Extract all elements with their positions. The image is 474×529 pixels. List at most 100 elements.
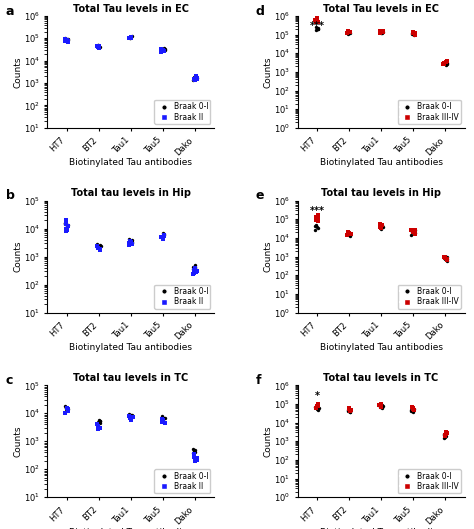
Point	[313, 14, 321, 22]
Point	[62, 403, 69, 412]
Point	[191, 75, 199, 84]
Point	[190, 444, 197, 453]
Point	[192, 72, 200, 80]
Point	[62, 224, 70, 233]
Point	[344, 231, 351, 240]
Point	[312, 214, 319, 222]
Point	[346, 407, 354, 415]
Point	[378, 401, 386, 409]
Point	[128, 238, 136, 246]
Point	[190, 76, 197, 84]
Point	[97, 424, 104, 432]
Point	[344, 28, 351, 36]
Point	[443, 254, 451, 263]
Point	[64, 222, 72, 231]
Point	[409, 29, 416, 38]
Y-axis label: Counts: Counts	[264, 56, 273, 88]
Point	[410, 406, 418, 415]
Point	[125, 409, 133, 418]
Title: Total tau levels in TC: Total tau levels in TC	[323, 373, 439, 383]
Point	[93, 42, 101, 51]
Point	[158, 233, 166, 242]
Point	[192, 266, 200, 275]
Point	[157, 48, 165, 56]
Point	[344, 29, 352, 37]
Point	[443, 253, 450, 262]
Point	[344, 28, 352, 37]
Point	[378, 221, 386, 230]
Point	[376, 29, 383, 37]
Point	[94, 425, 101, 433]
Point	[63, 223, 71, 232]
Point	[95, 41, 103, 50]
Point	[439, 59, 447, 68]
Point	[126, 235, 133, 244]
Point	[311, 403, 319, 412]
Point	[95, 43, 103, 52]
Point	[378, 28, 385, 36]
Point	[64, 35, 71, 44]
Point	[191, 446, 198, 455]
Point	[127, 411, 135, 419]
Point	[377, 403, 384, 411]
Point	[346, 230, 354, 239]
Point	[126, 33, 134, 42]
X-axis label: Biotinylated Tau antibodies: Biotinylated Tau antibodies	[319, 158, 443, 167]
Point	[312, 23, 319, 32]
Title: Total tau levels in Hip: Total tau levels in Hip	[71, 188, 191, 198]
Point	[411, 229, 419, 237]
Text: a: a	[6, 5, 14, 17]
Point	[157, 47, 165, 55]
Point	[443, 59, 451, 67]
Point	[409, 28, 416, 37]
Point	[193, 267, 201, 275]
Point	[441, 254, 448, 262]
Point	[345, 405, 353, 413]
Point	[63, 37, 70, 45]
Point	[62, 219, 69, 227]
Point	[159, 416, 167, 424]
Point	[190, 72, 198, 81]
Point	[93, 242, 100, 251]
Point	[378, 222, 385, 230]
Point	[193, 74, 201, 82]
Point	[161, 231, 168, 239]
Point	[378, 404, 385, 412]
Point	[190, 449, 197, 457]
Point	[191, 267, 199, 276]
Point	[191, 457, 199, 465]
Point	[376, 222, 384, 231]
Point	[313, 223, 321, 231]
Point	[61, 220, 69, 229]
Point	[345, 30, 352, 38]
Point	[191, 266, 198, 274]
Point	[411, 230, 419, 239]
Y-axis label: Counts: Counts	[13, 425, 22, 457]
Point	[94, 41, 101, 50]
Point	[158, 415, 166, 423]
Legend: Braak 0-I, Braak III-IV: Braak 0-I, Braak III-IV	[398, 469, 461, 494]
Point	[160, 47, 167, 55]
Point	[345, 404, 353, 412]
Point	[93, 420, 101, 428]
Point	[64, 405, 72, 414]
Point	[311, 16, 319, 24]
Point	[346, 28, 353, 36]
Point	[191, 446, 199, 454]
Point	[410, 405, 418, 414]
Point	[378, 221, 386, 229]
Point	[312, 25, 320, 34]
Point	[191, 262, 199, 271]
Point	[346, 406, 354, 415]
Point	[94, 244, 101, 252]
Point	[442, 432, 449, 440]
Point	[190, 264, 197, 273]
Point	[191, 260, 199, 269]
Point	[158, 233, 165, 242]
Point	[129, 413, 137, 422]
Point	[127, 413, 134, 421]
Point	[159, 414, 167, 423]
Point	[94, 42, 102, 50]
Point	[379, 223, 386, 231]
Point	[314, 217, 321, 225]
